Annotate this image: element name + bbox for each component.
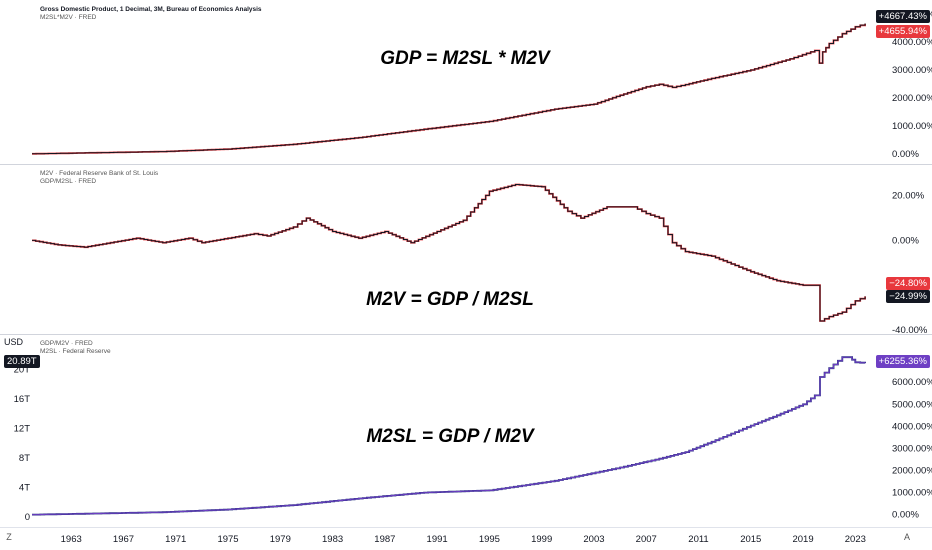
- y-tick-label-right: 4000.00%: [892, 421, 932, 432]
- y-tick-label-right: 1000.00%: [892, 488, 932, 499]
- y-tick-label: 2000.00%: [892, 93, 932, 104]
- y-tick-label-right: 2000.00%: [892, 465, 932, 476]
- log-scale-button[interactable]: Z: [6, 532, 12, 542]
- last-value-badge: −24.80%: [886, 277, 930, 290]
- y-tick-label-left: 20T: [14, 365, 31, 376]
- equation-annotation: M2V = GDP / M2SL: [366, 289, 534, 310]
- x-tick-label: 1991: [427, 534, 448, 545]
- x-tick-label: 2019: [792, 534, 813, 545]
- y-tick-label-left: 4T: [19, 482, 30, 493]
- y-tick-label-right: 5000.00%: [892, 399, 932, 410]
- last-value-badge: −24.99%: [886, 290, 930, 303]
- x-tick-label: 1999: [531, 534, 552, 545]
- y-tick-label: 20.00%: [892, 191, 925, 202]
- y-tick-label: 1000.00%: [892, 121, 932, 132]
- last-value-badge: 20.89T: [4, 355, 40, 368]
- y-tick-label-left: 12T: [14, 424, 31, 435]
- legend-series: M2SL*M2V · FRED: [40, 14, 97, 21]
- x-tick-label: 1963: [61, 534, 82, 545]
- y-tick-label: -40.00%: [892, 325, 928, 336]
- y-tick-label: 3000.00%: [892, 65, 932, 76]
- last-value-badge: +4667.43%: [875, 10, 930, 23]
- x-tick-label: 1979: [270, 534, 291, 545]
- y-tick-label-left: 0: [25, 512, 30, 523]
- series-line: [32, 184, 866, 322]
- y-tick-label-left: 16T: [14, 394, 31, 405]
- y-tick-label-left: 8T: [19, 453, 30, 464]
- legend-series: M2SL · Federal Reserve: [40, 348, 111, 355]
- x-tick-label: 2015: [740, 534, 761, 545]
- equation-annotation: M2SL = GDP / M2V: [366, 426, 535, 447]
- legend-title: Gross Domestic Product, 1 Decimal, 3M, B…: [40, 6, 262, 13]
- y-tick-label-right: 6000.00%: [892, 377, 932, 388]
- series-line: [32, 23, 866, 155]
- y-tick-label-right: 3000.00%: [892, 443, 932, 454]
- series-line: [32, 23, 866, 155]
- currency-label: USD: [4, 337, 24, 347]
- x-tick-label: 1995: [479, 534, 500, 545]
- auto-scale-button[interactable]: A: [903, 532, 910, 542]
- x-tick-label: 1967: [113, 534, 134, 545]
- x-tick-label: 2007: [636, 534, 657, 545]
- legend-series: GDP/M2SL · FRED: [40, 178, 96, 185]
- equation-annotation: GDP = M2SL * M2V: [380, 48, 551, 69]
- y-tick-label: 0.00%: [892, 235, 919, 246]
- y-tick-label: 4000.00%: [892, 37, 932, 48]
- x-tick-label: 2023: [845, 534, 866, 545]
- legend-series: M2V · Federal Reserve Bank of St. Louis: [40, 170, 159, 177]
- x-tick-label: 1971: [165, 534, 186, 545]
- legend-series: GDP/M2V · FRED: [40, 340, 93, 347]
- last-value-badge: +6255.36%: [875, 355, 930, 368]
- x-tick-label: 2011: [688, 534, 708, 545]
- series-line: [32, 356, 866, 516]
- x-tick-label: 1987: [374, 534, 395, 545]
- y-tick-label: 0.00%: [892, 149, 919, 160]
- last-value-badge: +4655.94%: [875, 25, 930, 38]
- x-tick-label: 1983: [322, 534, 343, 545]
- x-tick-label: 1975: [217, 534, 238, 545]
- x-tick-label: 2003: [583, 534, 604, 545]
- y-tick-label-right: 0.00%: [892, 510, 919, 521]
